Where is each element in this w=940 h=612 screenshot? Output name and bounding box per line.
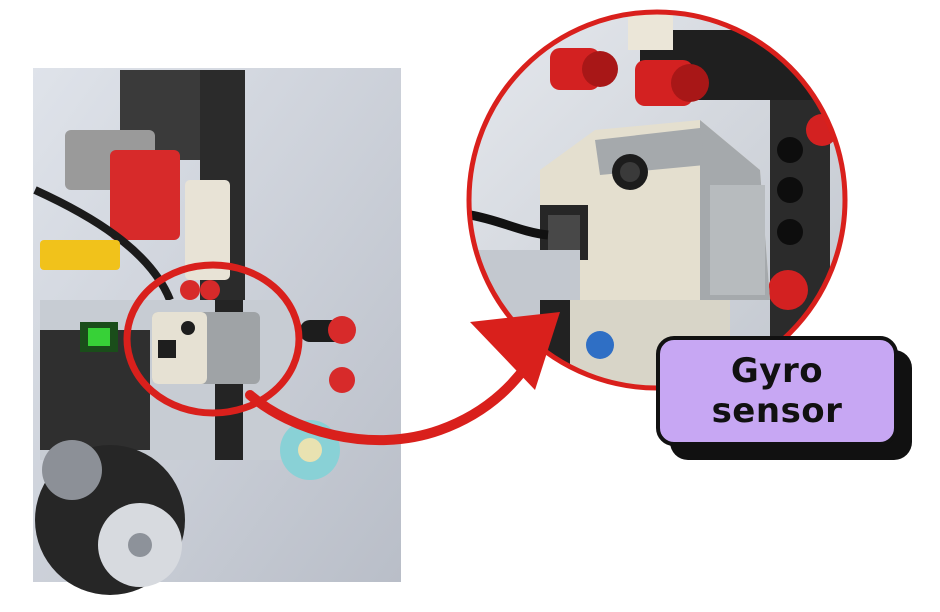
callout-line-1: Gyro — [730, 351, 824, 391]
robot-photo — [33, 68, 401, 595]
gyro-sensor-callout: Gyro sensor — [656, 336, 914, 462]
highlight-circle — [123, 261, 303, 417]
callout-box: Gyro sensor — [656, 336, 898, 446]
callout-line-2: sensor — [711, 391, 843, 431]
curved-arrow-icon — [245, 312, 560, 446]
